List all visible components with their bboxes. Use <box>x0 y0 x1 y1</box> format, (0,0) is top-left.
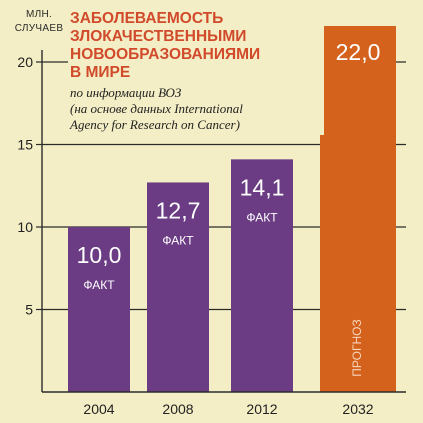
chart-subtitle-line-3: Agency for Research on Cancer) <box>70 117 240 132</box>
y-tick-label: 10 <box>17 219 33 235</box>
bar-note: ФАКТ <box>83 278 115 292</box>
chart-title-line-4: В МИРЕ <box>70 64 131 81</box>
chart-subtitle-line-2: (на основе данных International <box>70 101 243 116</box>
chart-title-line-3: НОВООБРАЗОВАНИЯМИ <box>70 46 261 63</box>
bar-note: ФАКТ <box>162 233 194 247</box>
data-label: 22,0 <box>336 39 381 65</box>
y-tick-label: 15 <box>17 137 33 153</box>
forecast-bar <box>320 26 396 392</box>
x-tick-label: 2008 <box>162 401 193 417</box>
chart-title-line-1: ЗАБОЛЕВАЕМОСТЬ <box>70 10 224 27</box>
bar-note: ПРОГНОЗ <box>350 319 364 376</box>
chart-title-block: ЗАБОЛЕВАЕМОСТЬ ЗЛОКАЧЕСТВЕННЫМИ НОВООБРА… <box>68 10 324 135</box>
x-tick-label: 2012 <box>246 401 277 417</box>
y-tick-label: 20 <box>17 54 33 70</box>
chart-subtitle-line-1: по информации ВОЗ <box>70 85 182 100</box>
x-tick-label: 2004 <box>83 401 114 417</box>
y-tick-label: 5 <box>25 302 33 318</box>
data-label: 10,0 <box>77 242 122 268</box>
chart-title-line-2: ЗЛОКАЧЕСТВЕННЫМИ <box>70 28 247 45</box>
data-label: 14,1 <box>240 174 285 200</box>
unit-label-line-2: СЛУЧАЕВ <box>14 23 64 34</box>
actual-bar <box>68 227 130 392</box>
unit-label-line-1: МЛН. <box>25 9 53 20</box>
actual-bar <box>147 182 209 392</box>
bar-note: ФАКТ <box>246 210 278 224</box>
actual-bar <box>231 159 293 392</box>
x-tick-label: 2032 <box>342 401 373 417</box>
y-axis-unit-label: МЛН. СЛУЧАЕВ <box>8 8 70 36</box>
data-label: 12,7 <box>156 197 201 223</box>
